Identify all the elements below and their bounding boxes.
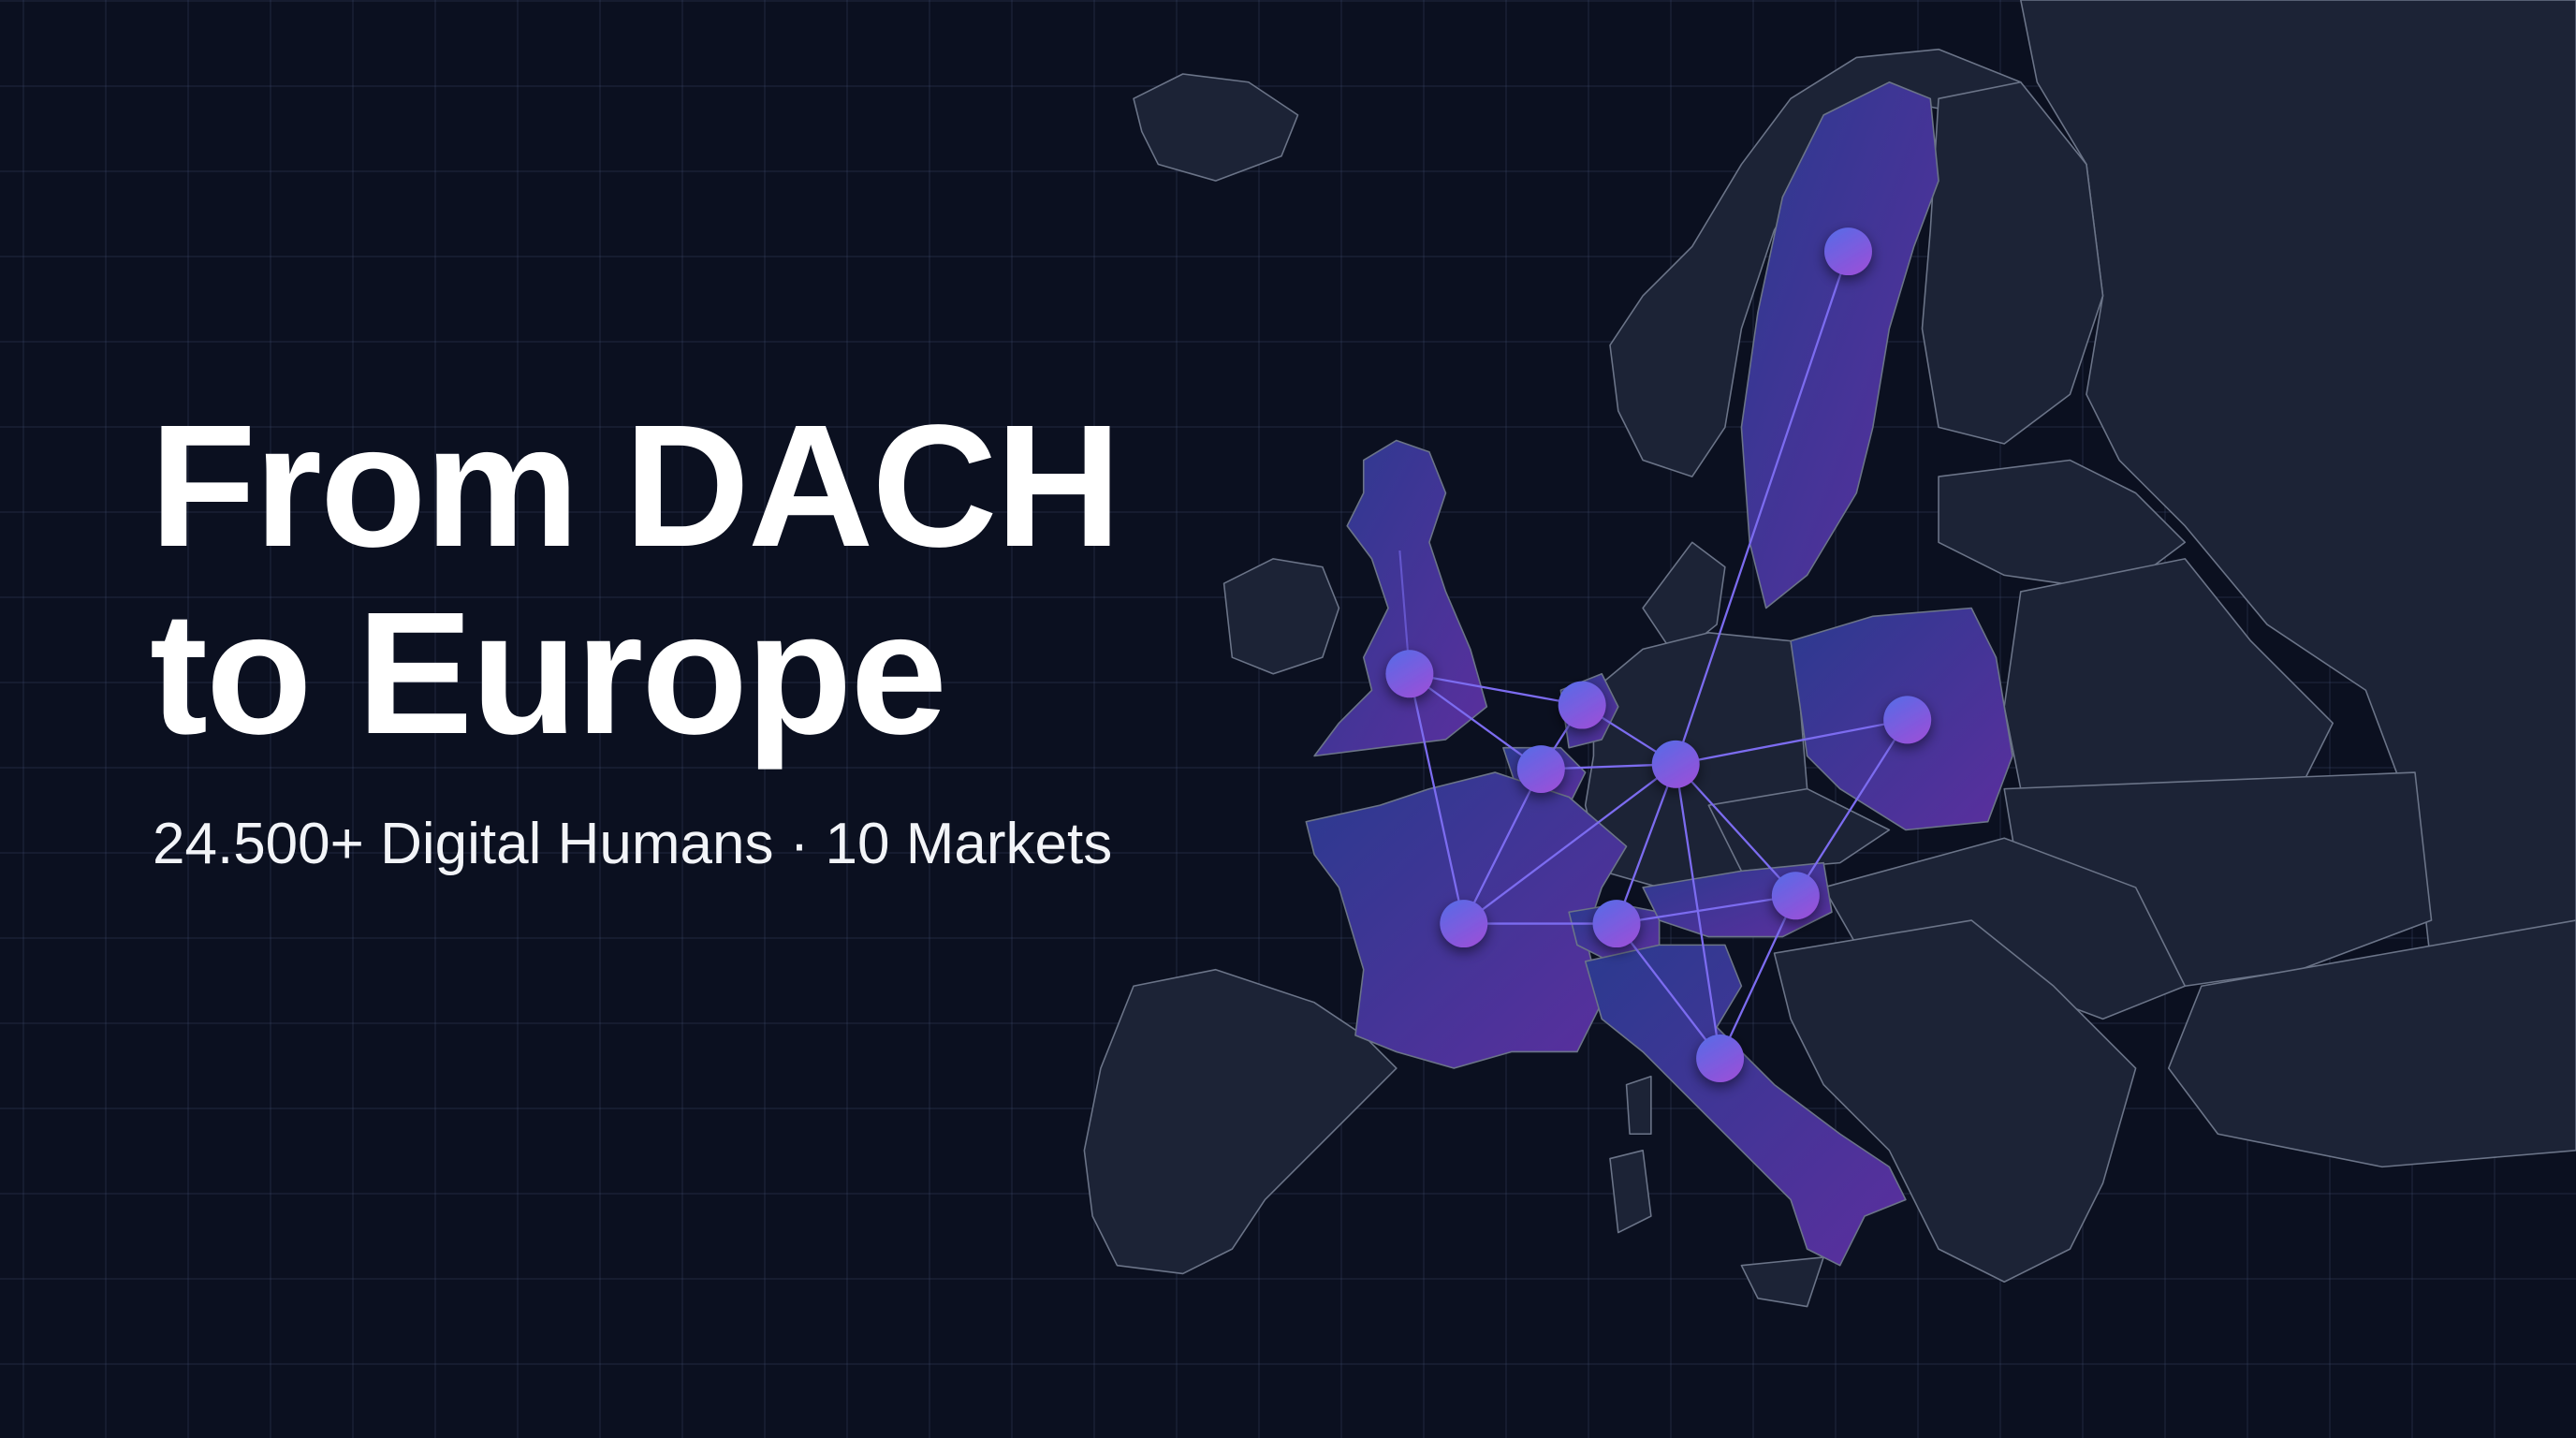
subtitle: 24.500+ Digital Humans · 10 Markets xyxy=(153,812,1113,876)
country-iceland xyxy=(1133,73,1299,182)
market-node xyxy=(1592,900,1641,948)
headline-line-1: From DACH xyxy=(150,389,1121,583)
market-node xyxy=(1824,227,1872,276)
market-node xyxy=(1651,740,1700,788)
connection-line xyxy=(1409,672,1583,707)
country-balkans xyxy=(1773,919,2137,1284)
market-node xyxy=(1516,745,1565,793)
country-sicily xyxy=(1740,1256,1824,1308)
connection-line xyxy=(1408,673,1465,924)
market-node xyxy=(1558,681,1606,729)
connection-line xyxy=(1675,763,1797,897)
connection-line xyxy=(1616,894,1796,925)
connection-line xyxy=(1409,672,1542,770)
connection-line xyxy=(1794,719,1909,897)
connection-line xyxy=(1675,251,1850,765)
country-turkey xyxy=(2167,919,2576,1168)
connection-line xyxy=(1462,769,1543,925)
connection-line xyxy=(1616,922,1721,1060)
market-node xyxy=(1696,1034,1745,1082)
country-iberia xyxy=(1083,968,1398,1275)
connection-line xyxy=(1463,763,1676,925)
market-node xyxy=(1385,650,1434,698)
connection-line xyxy=(1719,895,1797,1059)
highlighted-country-italy xyxy=(1584,944,1907,1267)
country-finland xyxy=(1921,81,2104,445)
country-ireland xyxy=(1222,558,1340,675)
market-node xyxy=(1440,900,1488,948)
headline-line-2: to Europe xyxy=(150,577,947,770)
connection-line xyxy=(1615,763,1677,924)
highlighted-country-sweden xyxy=(1740,81,1939,609)
country-corsica xyxy=(1625,1076,1652,1136)
connection-line xyxy=(1675,718,1908,766)
country-sardinia xyxy=(1609,1150,1652,1234)
headline: From DACH to Europe xyxy=(150,389,1121,770)
market-node xyxy=(1771,872,1820,920)
market-node xyxy=(1883,696,1932,744)
highlighted-country-great-britain xyxy=(1313,439,1488,757)
